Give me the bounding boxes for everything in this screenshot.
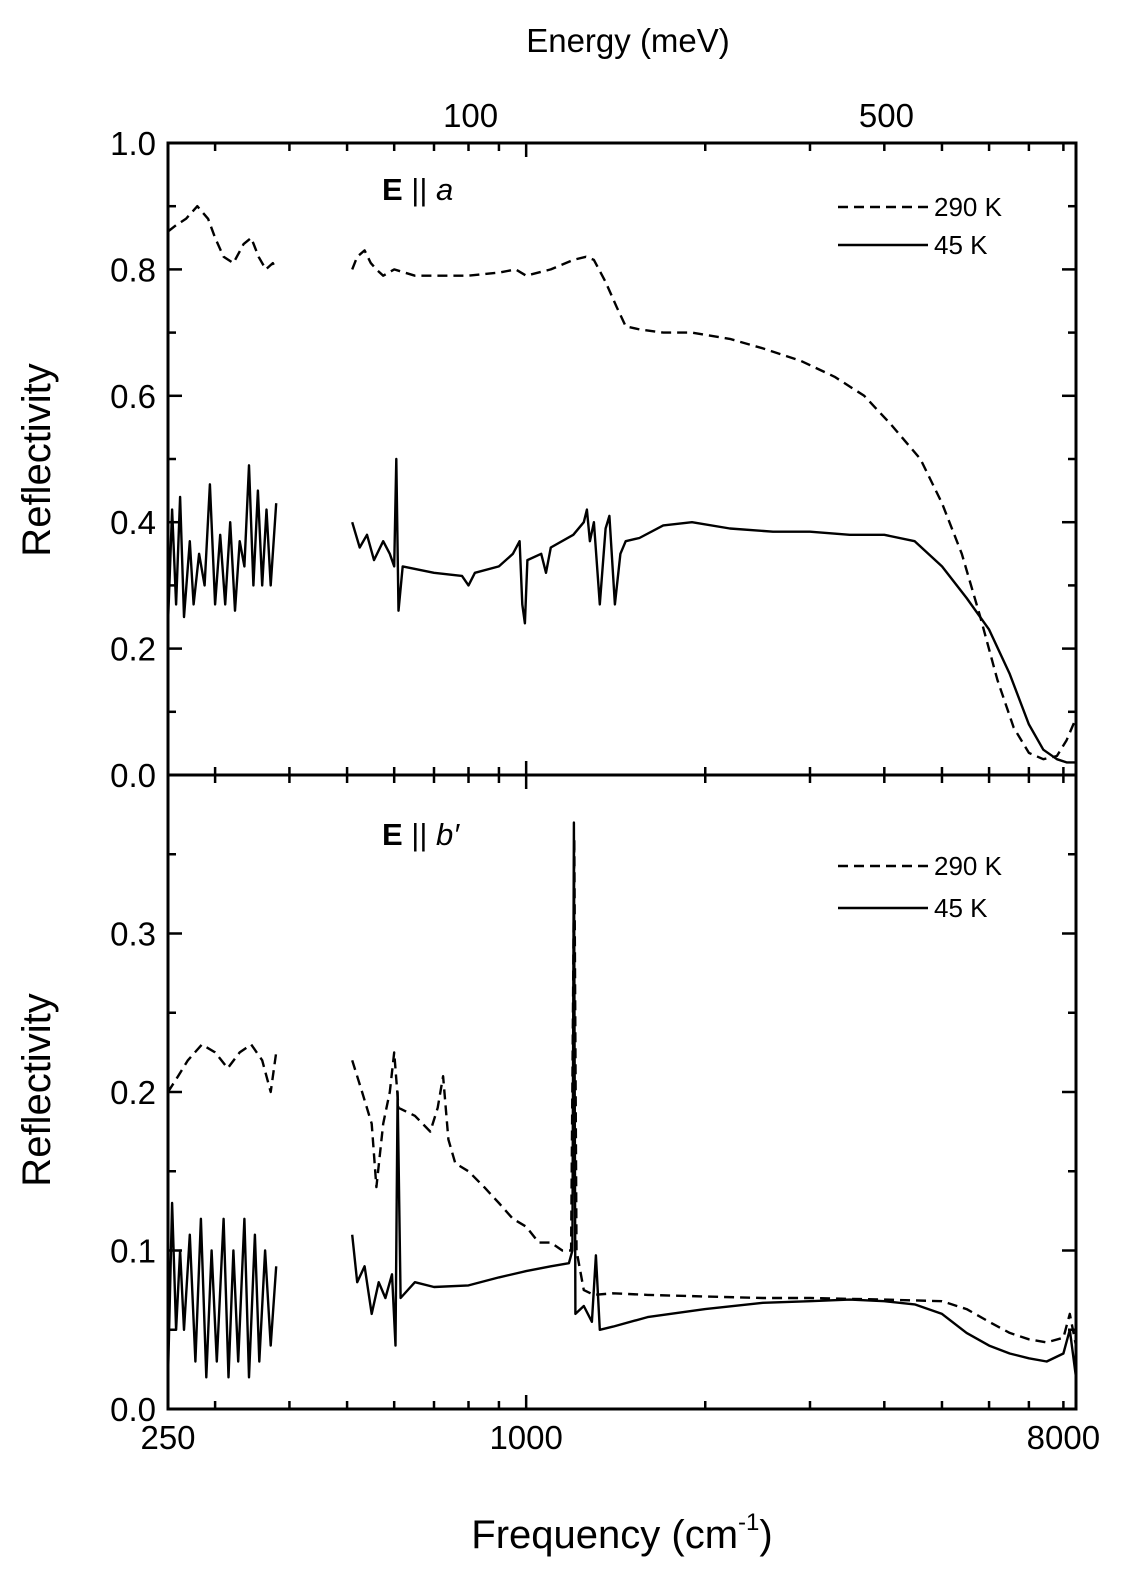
x-axis-title: Frequency (cm-1) <box>471 1509 772 1557</box>
top-legend-label-45k: 45 K <box>934 230 988 260</box>
top-y-tick-label: 0.4 <box>110 504 156 541</box>
top-axis-title: Energy (meV) <box>526 22 730 59</box>
series-layer <box>166 205 1078 1379</box>
top-y-axis-title: Reflectivity <box>15 363 59 556</box>
top-legend: 290 K 45 K <box>838 192 1003 260</box>
bottom-series-45k <box>166 1201 278 1379</box>
bottom-y-tick-label: 0.3 <box>110 916 156 953</box>
ticks-layer: 0.0 0.2 0.4 0.6 0.8 1.0 100 500 0.0 0.1 0.2 0.3 250 1… <box>110 97 1100 1456</box>
bottom-y-tick-label: 0.2 <box>110 1074 156 1111</box>
top-series-45k <box>351 457 1076 764</box>
bottom-legend-label-290k: 290 K <box>934 851 1003 881</box>
x-tick-label: 1000 <box>489 1419 562 1456</box>
x-tick-label: 250 <box>140 1419 195 1456</box>
top-y-tick-label: 0.8 <box>110 251 156 288</box>
top-energy-tick-label: 500 <box>859 97 914 134</box>
bottom-series-290k <box>166 1043 278 1094</box>
bottom-series-45k <box>351 821 1078 1378</box>
top-series-290k <box>351 249 1078 761</box>
top-series-290k <box>167 205 278 271</box>
top-y-tick-label: 1.0 <box>110 125 156 162</box>
top-y-tick-label: 0.6 <box>110 378 156 415</box>
top-series-45k <box>166 464 278 624</box>
bottom-legend-label-45k: 45 K <box>934 893 988 923</box>
bottom-y-tick-label: 0.1 <box>110 1233 156 1270</box>
bottom-y-axis-title: Reflectivity <box>15 993 59 1186</box>
top-y-tick-label: 0.2 <box>110 631 156 668</box>
bottom-y-tick-label: 0.0 <box>110 1391 156 1428</box>
top-energy-tick-label: 100 <box>443 97 498 134</box>
top-y-tick-label: 0.0 <box>110 757 156 794</box>
x-tick-label: 8000 <box>1027 1419 1100 1456</box>
bottom-panel-label: E || b′ <box>382 817 460 852</box>
top-legend-label-290k: 290 K <box>934 192 1003 222</box>
bottom-legend: 290 K 45 K <box>838 851 1003 923</box>
top-panel-label: E || a <box>382 172 453 207</box>
